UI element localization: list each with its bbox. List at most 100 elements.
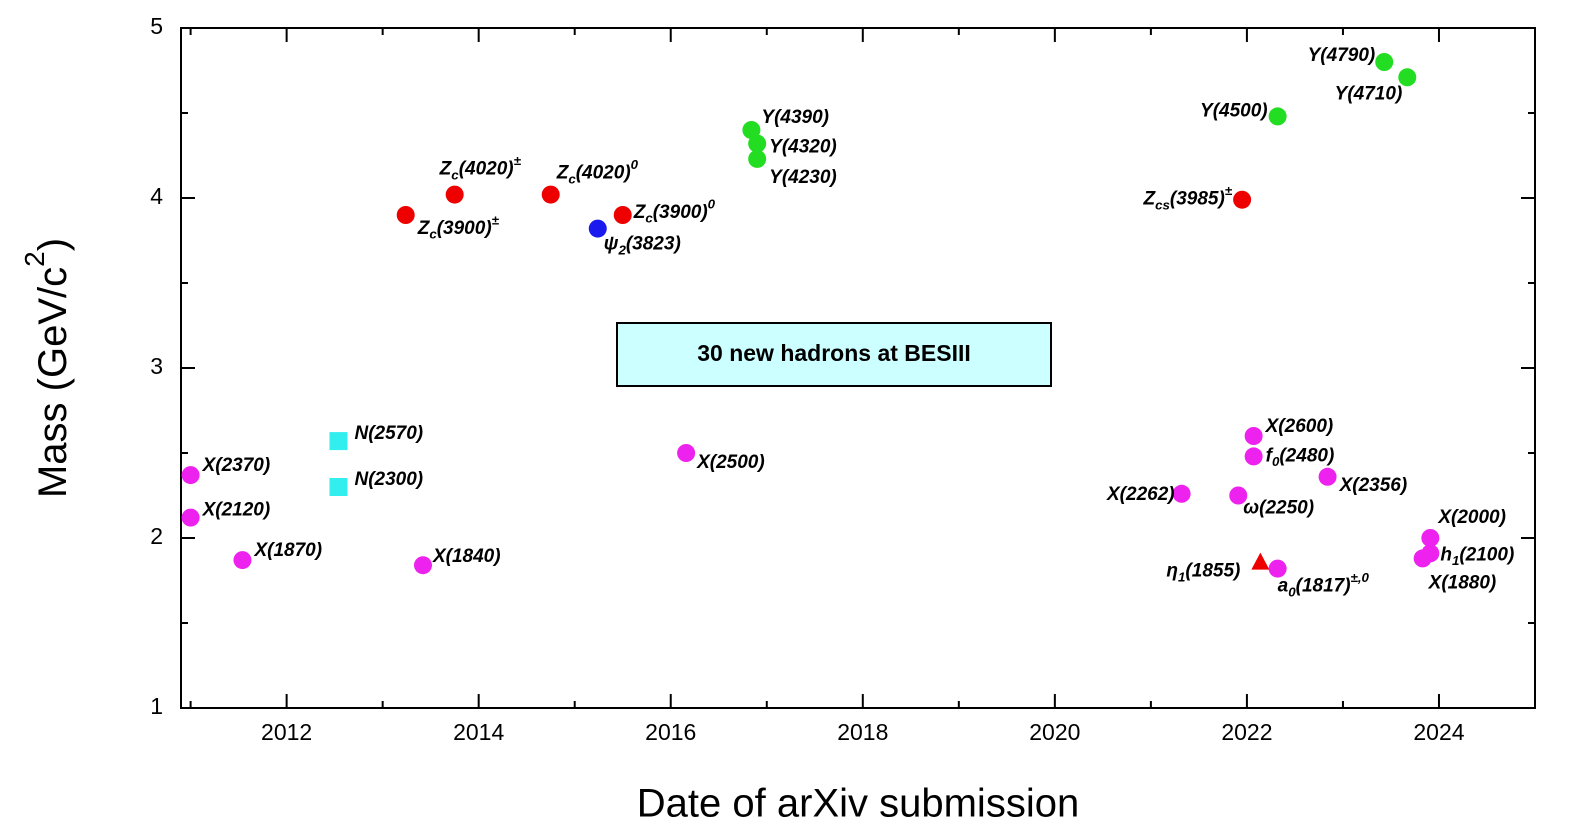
point [1375, 53, 1394, 71]
text-part: Z [633, 202, 647, 223]
point [396, 206, 415, 224]
text-part: Z [417, 218, 431, 239]
point-label: X(1840) [432, 546, 501, 567]
point [445, 185, 464, 204]
subscript: 0 [1272, 454, 1280, 469]
point [1251, 552, 1270, 570]
annotation-box [616, 322, 1052, 387]
point-label: Zc(3900)± [417, 212, 500, 241]
subscript: c [568, 171, 576, 186]
superscript: 2 [19, 251, 50, 267]
text-part: X(2262) [1106, 484, 1175, 505]
point-label: X(2500) [696, 452, 765, 473]
point [413, 556, 432, 575]
x-tick-label: 2020 [1029, 719, 1080, 745]
subscript: 2 [617, 242, 626, 257]
point-label: X(2120) [202, 500, 271, 521]
text-part: Y(4790) [1308, 45, 1376, 66]
subscript: cs [1155, 197, 1170, 212]
point [181, 508, 200, 527]
text-part: X(2120) [202, 500, 271, 521]
text-part: (4020) [576, 163, 631, 184]
point [677, 444, 696, 462]
text-part: a [1278, 576, 1289, 597]
subscript: c [429, 226, 437, 241]
x-tick-label: 2014 [453, 719, 504, 745]
point [1268, 559, 1287, 578]
point [1398, 68, 1417, 87]
text-part: X(2000) [1437, 507, 1506, 528]
point-label: f0(2480) [1266, 445, 1335, 468]
point [1229, 486, 1248, 505]
point [541, 185, 560, 204]
point-label: N(2570) [354, 423, 423, 444]
subscript: 1 [1452, 553, 1459, 568]
text-part: (3823) [626, 234, 681, 255]
point [1318, 467, 1337, 486]
text-part: (2480) [1279, 445, 1334, 466]
superscript: ±,0 [1351, 570, 1370, 585]
point-label: Y(4790) [1308, 45, 1376, 66]
point [329, 478, 348, 496]
y-axis-label: Mass (GeV/c2) [19, 238, 74, 498]
point [1268, 107, 1287, 126]
text-part: (4020) [459, 159, 514, 180]
point [748, 149, 767, 168]
point-label: ψ2(3823) [604, 234, 681, 257]
text-part: (3985) [1170, 189, 1225, 210]
point-label: Zc(3900)0 [633, 196, 716, 225]
superscript: 0 [631, 157, 639, 172]
text-part: Z [1142, 189, 1156, 210]
text-part: Z [556, 163, 570, 184]
text-part: (2100) [1459, 544, 1514, 565]
point-label: ω(2250) [1243, 498, 1314, 519]
point-label: Y(4710) [1335, 83, 1403, 104]
text-part: X(2370) [202, 455, 271, 476]
point [329, 432, 348, 451]
subscript: c [645, 210, 653, 225]
text-part: Y(4500) [1200, 100, 1268, 121]
text-part: η [1166, 561, 1178, 582]
point-label: Zc(4020)0 [556, 157, 639, 186]
subscript: 0 [1288, 584, 1296, 599]
point-label: X(2370) [202, 455, 271, 476]
text-part: Y(4390) [761, 107, 829, 128]
point [613, 206, 632, 224]
text-part: ω [1243, 498, 1259, 519]
text-part: X(1880) [1428, 572, 1497, 593]
y-tick-label: 4 [150, 183, 163, 209]
text-part: X(2500) [696, 452, 765, 473]
point [233, 551, 252, 570]
text-part: ψ [604, 234, 619, 255]
text-part: Y(4710) [1335, 83, 1403, 104]
text-part: Y(4320) [769, 137, 837, 158]
point-label: Zcs(3985)± [1142, 183, 1232, 212]
point-label: X(2356) [1339, 475, 1408, 496]
superscript: 0 [708, 196, 716, 211]
x-tick-label: 2018 [837, 719, 888, 745]
point [1413, 549, 1432, 568]
text-part: N(2570) [354, 423, 423, 444]
point [1244, 447, 1263, 466]
point-label: Zc(4020)± [439, 153, 522, 182]
text-part: N(2300) [354, 469, 423, 490]
text-part: (1855) [1185, 561, 1240, 582]
text-part: X(1870) [253, 540, 322, 561]
text-part: (2250) [1259, 498, 1314, 519]
y-tick-label: 1 [150, 693, 163, 719]
text-part: h [1440, 544, 1452, 565]
point [1233, 190, 1252, 209]
y-tick-label: 3 [150, 353, 163, 379]
point-label: X(2600) [1265, 416, 1334, 437]
point-label: h1(2100) [1440, 544, 1514, 567]
point-label: a0(1817)±,0 [1278, 570, 1370, 599]
point-label: X(1870) [253, 540, 322, 561]
point [1172, 484, 1191, 503]
point [1244, 427, 1263, 445]
point-label: N(2300) [354, 469, 423, 490]
subscript: c [451, 167, 459, 182]
text-part: (3900) [653, 202, 708, 223]
point-label: X(1880) [1428, 572, 1497, 593]
text-part: ) [31, 238, 75, 251]
